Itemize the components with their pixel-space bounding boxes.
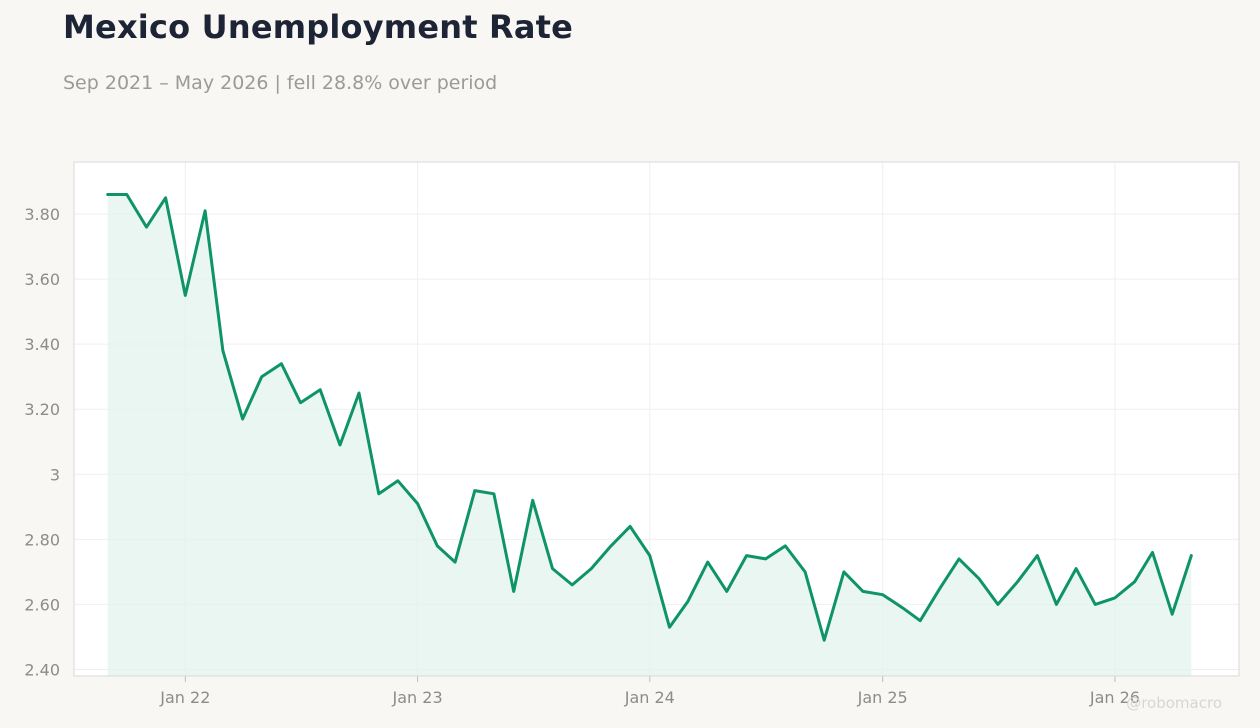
y-tick-label: 3 [50, 465, 60, 484]
x-axis-labels: Jan 22 Jan 23 Jan 24 Jan 25 Jan 26 [159, 688, 1140, 707]
series-line [106, 193, 1193, 642]
watermark: @robomacro [1126, 694, 1222, 712]
y-tick-label: 3.40 [24, 335, 60, 354]
y-tick-label: 3.80 [24, 205, 60, 224]
x-tick-label: Jan 25 [857, 688, 908, 707]
x-tick-label: Jan 26 [1089, 688, 1140, 707]
y-tick-label: 2.40 [24, 660, 60, 679]
y-tick-label: 2.80 [24, 530, 60, 549]
chart-subtitle: Sep 2021 – May 2026 | fell 28.8% over pe… [63, 72, 498, 94]
x-tick-label: Jan 24 [624, 688, 675, 707]
plot-border [73, 161, 1240, 677]
chart-title: Mexico Unemployment Rate [63, 8, 574, 46]
area-fill [107, 194, 1192, 676]
x-tick-label: Jan 23 [392, 688, 443, 707]
x-tick-label: Jan 22 [159, 688, 210, 707]
y-tick-label: 2.60 [24, 595, 60, 614]
y-axis-labels: 2.40 2.60 2.80 3 3.20 3.40 3.60 3.80 [24, 205, 60, 679]
y-tick-label: 3.60 [24, 270, 60, 289]
y-tick-label: 3.20 [24, 400, 60, 419]
